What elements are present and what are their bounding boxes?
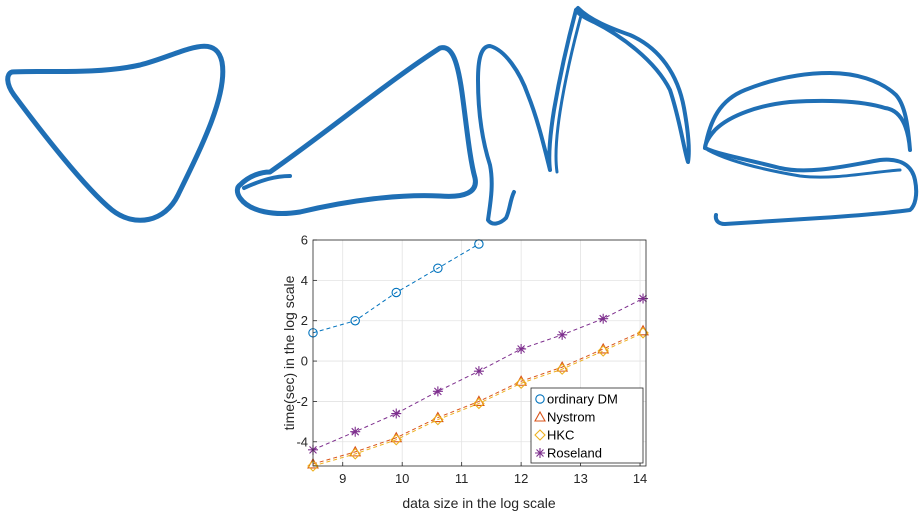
curve-illustrations — [5, 6, 919, 226]
plot-area-frame — [312, 239, 647, 467]
x-tick-label: 12 — [514, 471, 528, 486]
curve-2 — [234, 45, 478, 216]
curve-4b — [703, 146, 919, 226]
legend: ordinary DM Nystrom HKC Roseland — [530, 387, 644, 464]
y-tick-label: -4 — [296, 434, 308, 449]
data-point-roseland — [432, 386, 443, 397]
data-point-roseland — [350, 426, 361, 437]
legend-marker-ordinary-dm — [535, 394, 545, 404]
legend-entry-hkc: HKC — [534, 428, 574, 443]
data-point-hkc — [432, 413, 444, 426]
data-point-ordinary-dm — [391, 287, 401, 298]
data-point-roseland — [598, 313, 609, 324]
data-point-roseland — [557, 329, 568, 340]
series-layer — [307, 239, 649, 472]
data-point-roseland — [473, 366, 484, 377]
legend-marker-nystrom — [534, 410, 546, 422]
series-line-nystrom — [312, 330, 644, 465]
legend-label-nystrom: Nystrom — [547, 410, 595, 425]
x-tick-label: 9 — [339, 471, 346, 486]
y-tick-label: 0 — [301, 354, 308, 369]
data-point-hkc — [473, 397, 485, 410]
legend-box — [530, 387, 644, 464]
y-axis-label: time(sec) in the log scale — [281, 275, 297, 430]
x-tick-label: 11 — [455, 471, 469, 486]
series-line-hkc — [312, 332, 644, 467]
x-tick-label: 13 — [573, 471, 587, 486]
legend-label-ordinary-dm: ordinary DM — [547, 392, 618, 407]
y-tick-label: 2 — [301, 313, 308, 328]
legend-entry-roseland: Roseland — [535, 446, 602, 461]
legend-entry-ordinary-dm: ordinary DM — [535, 392, 618, 407]
legend-entry-nystrom: Nystrom — [534, 410, 595, 425]
data-point-hkc — [515, 377, 527, 390]
x-tick-label: 10 — [395, 471, 409, 486]
y-tick-label: -2 — [296, 394, 308, 409]
y-tick-label: 6 — [301, 233, 308, 248]
data-point-roseland — [638, 293, 649, 304]
timing-chart: 9 10 11 12 13 14 -4 -2 0 2 4 6 data size in the log… — [281, 233, 649, 511]
data-point-hkc — [307, 460, 319, 472]
data-point-ordinary-dm — [433, 263, 443, 273]
curve-4c — [706, 148, 902, 179]
data-point-hkc — [556, 363, 568, 375]
y-tick-label: 4 — [301, 273, 308, 288]
data-point-hkc — [349, 448, 361, 460]
series-line-ordinary-dm — [312, 243, 480, 334]
legend-marker-hkc — [534, 429, 546, 441]
curve-3 — [574, 6, 691, 164]
axis-ticks: 9 10 11 12 13 14 -4 -2 0 2 4 6 — [296, 233, 647, 487]
data-point-roseland — [516, 343, 527, 354]
curve-2b — [242, 174, 292, 190]
x-tick-label: 14 — [633, 471, 647, 486]
data-point-hkc — [390, 433, 403, 446]
data-point-hkc — [597, 345, 609, 357]
curve-3b — [476, 8, 578, 226]
legend-label-roseland: Roseland — [547, 446, 602, 461]
legend-marker-roseland — [535, 448, 545, 458]
data-point-roseland — [391, 408, 402, 419]
curve-3c — [554, 10, 584, 174]
x-axis-label: data size in the log scale — [402, 495, 556, 511]
curve-1 — [5, 43, 226, 223]
data-point-ordinary-dm — [350, 315, 360, 326]
legend-label-hkc: HKC — [547, 428, 574, 443]
curve-4 — [703, 71, 912, 152]
